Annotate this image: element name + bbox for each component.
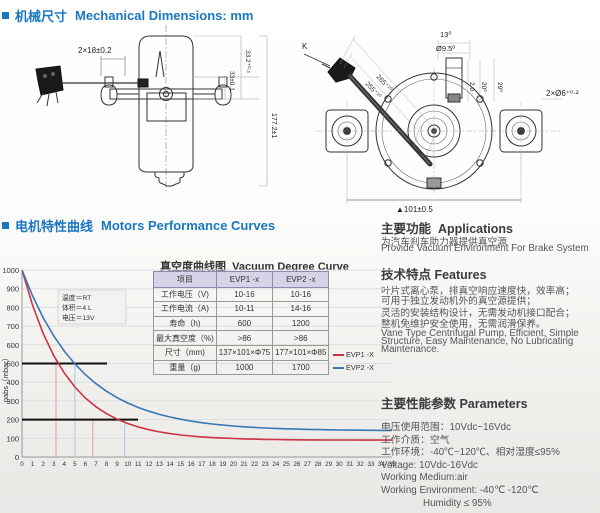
svg-text:温度＝RT: 温度＝RT (62, 293, 91, 302)
svg-text:800: 800 (6, 303, 19, 312)
svg-text:29⁰: 29⁰ (496, 82, 504, 92)
svg-text:1: 1 (31, 461, 35, 468)
svg-text:28: 28 (314, 461, 322, 468)
svg-text:15: 15 (177, 461, 185, 468)
svg-text:16: 16 (188, 461, 196, 468)
svg-text:体积＝4 L: 体积＝4 L (62, 303, 92, 312)
svg-text:25: 25 (283, 461, 291, 468)
svg-text:18: 18 (209, 461, 217, 468)
svg-text:32: 32 (357, 461, 365, 468)
svg-text:33±0.1: 33±0.1 (228, 71, 235, 91)
svg-text:26: 26 (293, 461, 301, 468)
svg-text:9: 9 (115, 461, 119, 468)
svg-text:▲101±0.5: ▲101±0.5 (396, 205, 433, 214)
svg-text:21: 21 (240, 461, 248, 468)
svg-text:14: 14 (166, 461, 174, 468)
svg-text:pabs（mbar）: pabs（mbar） (1, 354, 10, 402)
svg-text:700: 700 (6, 322, 19, 331)
svg-text:3: 3 (52, 461, 56, 468)
svg-text:12: 12 (145, 461, 153, 468)
svg-text:177.2±1: 177.2±1 (270, 113, 277, 138)
svg-text:24: 24 (272, 461, 280, 468)
svg-text:Ø9.5⁰: Ø9.5⁰ (436, 44, 455, 53)
svg-text:2×Ø6⁺⁰·²: 2×Ø6⁺⁰·² (546, 89, 579, 98)
svg-text:27: 27 (304, 461, 312, 468)
svg-text:500: 500 (6, 360, 19, 369)
svg-text:33: 33 (367, 461, 375, 468)
svg-text:19: 19 (219, 461, 227, 468)
svg-text:29: 29 (325, 461, 333, 468)
svg-text:电压＝13V: 电压＝13V (62, 313, 95, 322)
svg-text:200: 200 (6, 416, 19, 425)
svg-text:10: 10 (124, 461, 132, 468)
svg-text:900: 900 (6, 285, 19, 294)
svg-text:6: 6 (84, 461, 88, 468)
svg-text:11: 11 (135, 461, 142, 468)
svg-text:13: 13 (156, 461, 164, 468)
svg-text:30: 30 (336, 461, 344, 468)
svg-text:22: 22 (251, 461, 259, 468)
svg-text:400: 400 (6, 378, 19, 387)
svg-text:13⁰: 13⁰ (440, 30, 451, 39)
svg-text:K: K (302, 42, 308, 51)
svg-text:23: 23 (262, 461, 270, 468)
svg-text:100: 100 (6, 434, 19, 443)
svg-text:33.2⁺⁰·¹: 33.2⁺⁰·¹ (244, 50, 252, 74)
svg-text:8: 8 (105, 461, 109, 468)
svg-text:1000: 1000 (2, 268, 19, 275)
svg-text:20⁰: 20⁰ (480, 82, 488, 92)
svg-text:5: 5 (73, 461, 77, 468)
svg-text:0: 0 (15, 453, 19, 462)
svg-text:20: 20 (230, 461, 238, 468)
svg-text:4: 4 (63, 461, 67, 468)
svg-text:300: 300 (6, 397, 19, 406)
svg-text:31: 31 (346, 461, 354, 468)
svg-text:2×18±0.2: 2×18±0.2 (78, 46, 112, 55)
svg-text:7: 7 (94, 461, 98, 468)
svg-text:2: 2 (41, 461, 45, 468)
svg-text:600: 600 (6, 341, 19, 350)
svg-text:17: 17 (198, 461, 206, 468)
svg-text:0: 0 (20, 461, 24, 468)
svg-text:2.0: 2.0 (468, 82, 475, 91)
